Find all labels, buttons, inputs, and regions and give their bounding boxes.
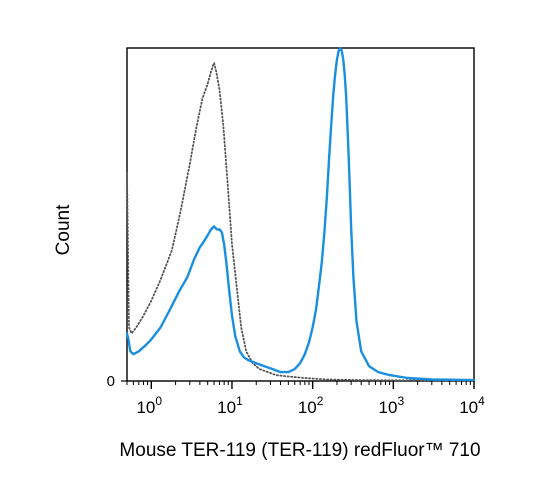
x-axis-title: Mouse TER-119 (TER-119) redFluor™ 710 — [119, 440, 480, 461]
x-tick-label-2: 102 — [298, 394, 324, 417]
x-tick-label-0: 100 — [136, 394, 162, 417]
x-tick-label-1: 101 — [217, 394, 243, 417]
plot-area: 100 101 102 103 104 0 — [107, 46, 485, 417]
y-tick-label-0: 0 — [107, 373, 115, 390]
y-axis-title: Count — [53, 204, 74, 255]
x-tick-label-3: 103 — [379, 394, 405, 417]
x-tick-label-4: 104 — [459, 394, 485, 417]
series-line-2 — [125, 46, 476, 382]
plot-frame — [126, 47, 475, 382]
series-line-1 — [126, 62, 475, 382]
